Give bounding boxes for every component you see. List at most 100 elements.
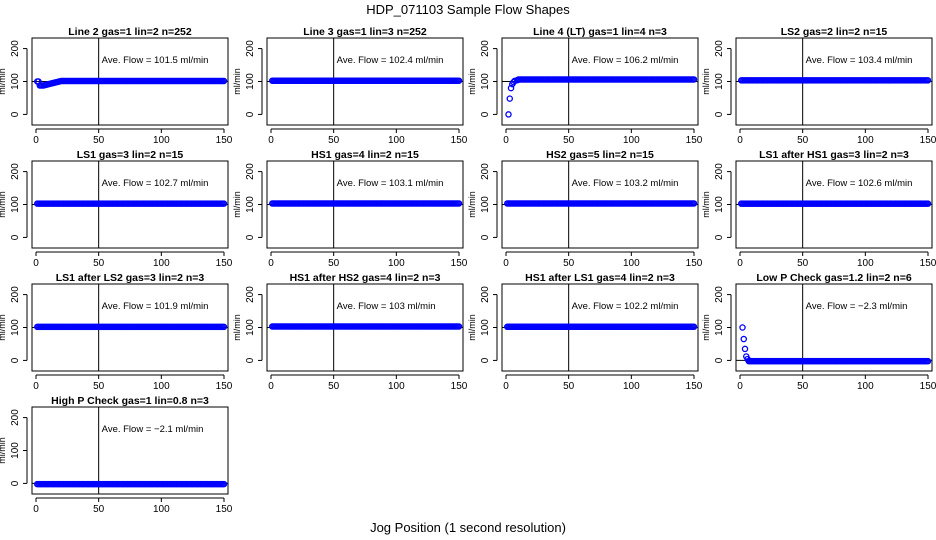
x-tick-label: 0	[737, 381, 743, 392]
chart-panel: HS1 after HS2 gas=4 lin=2 n=3 ml/min 0 100 2…	[232, 272, 468, 392]
average-flow-annotation: Ave. Flow = 101.5 ml/min	[102, 55, 209, 66]
x-tick-label: 150	[686, 381, 703, 392]
y-tick-label: 100	[10, 442, 21, 459]
y-tick-label: 0	[714, 234, 725, 240]
x-tick-label: 150	[686, 135, 703, 146]
x-tick-label: 50	[797, 381, 809, 392]
data-point	[455, 200, 463, 207]
panel-title: Line 4 (LT) gas=1 lin=4 n=3	[533, 26, 667, 38]
y-tick-label: 100	[10, 196, 21, 213]
data-point	[455, 323, 463, 330]
x-tick-label: 150	[216, 135, 233, 146]
panel-title: LS1 gas=3 lin=2 n=15	[77, 149, 184, 161]
x-tick-label: 150	[451, 135, 468, 146]
chart-panel: Line 2 gas=1 lin=2 n=252 ml/min 0 100 200 0 50…	[0, 26, 233, 146]
x-tick-label: 50	[797, 135, 809, 146]
y-axis-label: ml/min	[0, 314, 7, 341]
x-tick-label: 100	[623, 135, 640, 146]
y-tick-label: 0	[480, 234, 491, 240]
x-tick-label: 100	[623, 258, 640, 269]
x-tick-label: 50	[93, 135, 105, 146]
data-point	[220, 480, 228, 488]
y-tick-label: 200	[10, 40, 21, 57]
chart-panel: Line 3 gas=1 lin=3 n=252 ml/min 0 100 200 0 50…	[232, 26, 468, 146]
y-tick-label: 200	[480, 40, 491, 57]
panel-title: Low P Check gas=1.2 lin=2 n=6	[756, 272, 911, 284]
x-tick-label: 100	[153, 381, 170, 392]
y-tick-label: 100	[714, 73, 725, 90]
data-series	[269, 323, 463, 330]
data-point	[690, 323, 698, 331]
x-tick-label: 50	[797, 258, 809, 269]
x-tick-label: 150	[920, 135, 936, 146]
y-axis-label: ml/min	[232, 68, 242, 95]
y-tick-label: 0	[714, 357, 725, 363]
x-tick-label: 100	[388, 135, 405, 146]
y-tick-label: 100	[480, 196, 491, 213]
x-tick-label: 150	[216, 381, 233, 392]
average-flow-annotation: Ave. Flow = 103.4 ml/min	[806, 55, 913, 66]
average-flow-annotation: Ave. Flow = 102.7 ml/min	[102, 178, 209, 189]
data-point	[690, 76, 698, 83]
chart-panel: Line 4 (LT) gas=1 lin=4 n=3 ml/min 0 100 200…	[467, 26, 703, 146]
data-point	[455, 77, 463, 84]
y-tick-label: 200	[10, 409, 21, 426]
data-point	[507, 84, 515, 92]
x-tick-label: 50	[93, 381, 105, 392]
chart-panel: LS2 gas=2 lin=2 n=15 ml/min 0 100 200 0 50 100 1…	[701, 26, 936, 146]
average-flow-annotation: Ave. Flow = −2.3 ml/min	[806, 301, 908, 312]
average-flow-annotation: Ave. Flow = 102.4 ml/min	[337, 55, 444, 66]
data-point	[220, 200, 228, 207]
x-tick-label: 150	[216, 504, 233, 515]
data-series	[739, 324, 932, 365]
data-point	[740, 335, 748, 343]
panel-title: HS1 after LS1 gas=4 lin=2 n=3	[525, 272, 675, 284]
y-axis-label: ml/min	[467, 68, 477, 95]
y-axis-label: ml/min	[0, 191, 7, 218]
data-series	[269, 200, 463, 207]
data-point	[220, 77, 228, 85]
x-tick-label: 0	[33, 504, 39, 515]
y-axis-label: ml/min	[467, 314, 477, 341]
x-tick-label: 0	[737, 258, 743, 269]
y-tick-label: 0	[480, 357, 491, 363]
data-series	[34, 77, 228, 89]
x-tick-label: 50	[93, 258, 105, 269]
average-flow-annotation: Ave. Flow = 103 ml/min	[337, 301, 436, 312]
x-tick-label: 150	[451, 381, 468, 392]
x-tick-label: 0	[503, 258, 509, 269]
average-flow-annotation: Ave. Flow = −2.1 ml/min	[102, 424, 204, 435]
x-tick-label: 50	[328, 381, 340, 392]
x-tick-label: 0	[33, 381, 39, 392]
x-tick-label: 0	[268, 381, 274, 392]
x-tick-label: 100	[388, 258, 405, 269]
y-axis-label: ml/min	[0, 437, 7, 464]
y-tick-label: 200	[245, 163, 256, 180]
y-tick-label: 200	[714, 40, 725, 57]
y-tick-label: 100	[714, 196, 725, 213]
x-tick-label: 100	[857, 258, 874, 269]
y-tick-label: 0	[10, 357, 21, 363]
data-point	[690, 200, 698, 207]
panel-title: LS1 after LS2 gas=3 lin=2 n=3	[56, 272, 205, 284]
data-point	[220, 323, 228, 331]
chart-panel: HS1 after LS1 gas=4 lin=2 n=3 ml/min 0 100 2…	[467, 272, 703, 392]
x-tick-label: 0	[268, 135, 274, 146]
y-tick-label: 0	[10, 111, 21, 117]
y-axis-label: ml/min	[0, 68, 7, 95]
x-tick-label: 150	[920, 258, 936, 269]
data-point	[924, 77, 932, 84]
data-series	[505, 76, 698, 118]
x-tick-label: 0	[503, 135, 509, 146]
x-tick-label: 150	[686, 258, 703, 269]
y-tick-label: 0	[480, 111, 491, 117]
average-flow-annotation: Ave. Flow = 106.2 ml/min	[572, 55, 679, 66]
y-tick-label: 200	[714, 286, 725, 303]
y-tick-label: 200	[245, 40, 256, 57]
x-tick-label: 150	[216, 258, 233, 269]
panel-title: HS1 gas=4 lin=2 n=15	[311, 149, 419, 161]
y-tick-label: 200	[10, 286, 21, 303]
plot-frame	[735, 283, 933, 372]
x-tick-label: 0	[503, 381, 509, 392]
